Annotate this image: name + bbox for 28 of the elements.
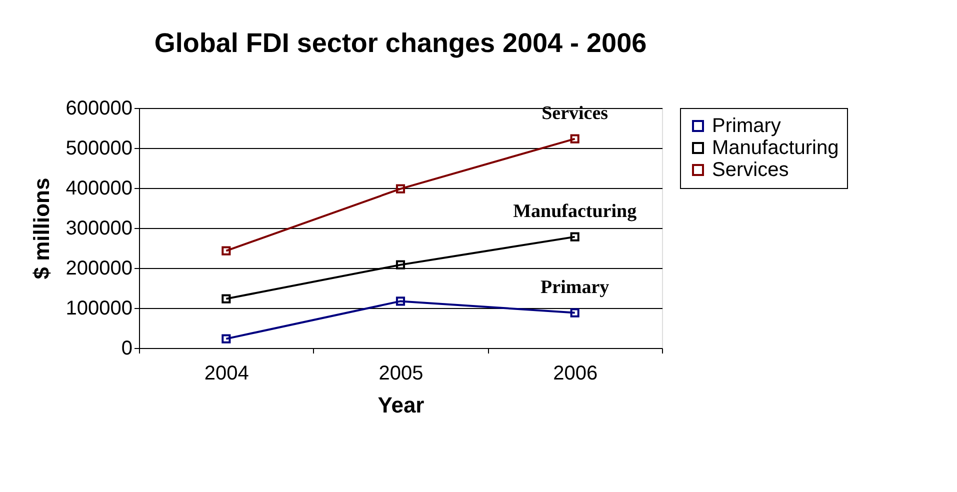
point xyxy=(570,134,580,144)
legend-label: Manufacturing xyxy=(712,137,839,159)
point xyxy=(222,294,231,304)
legend-label: Primary xyxy=(712,115,781,137)
point xyxy=(396,184,406,194)
point xyxy=(570,308,580,318)
y-tick-label: 400000 xyxy=(66,178,132,200)
point xyxy=(222,334,231,344)
x-tick-label: 2005 xyxy=(378,362,424,384)
point xyxy=(222,246,231,256)
x-tick-label: 2004 xyxy=(204,362,249,384)
text: Manufacturing xyxy=(513,200,637,222)
x-axis-title: Year xyxy=(378,392,425,418)
y-tick-label: 200000 xyxy=(66,258,132,280)
point xyxy=(396,260,406,270)
y-tick-label: 0 xyxy=(121,338,132,360)
point xyxy=(570,232,580,242)
y-tick-label: 100000 xyxy=(66,298,132,320)
point xyxy=(396,296,406,306)
y-tick-label: 300000 xyxy=(66,218,132,240)
y-tick-label: 600000 xyxy=(66,98,132,120)
chart-title: Global FDI sector changes 2004 - 2006 xyxy=(154,28,647,58)
y-axis-title: $ millions xyxy=(28,178,54,280)
x-tick-label: 2006 xyxy=(553,362,598,384)
text: Services xyxy=(542,102,608,124)
legend-label: Services xyxy=(712,159,789,181)
text: Primary xyxy=(540,276,610,298)
y-tick-label: 500000 xyxy=(66,138,132,160)
